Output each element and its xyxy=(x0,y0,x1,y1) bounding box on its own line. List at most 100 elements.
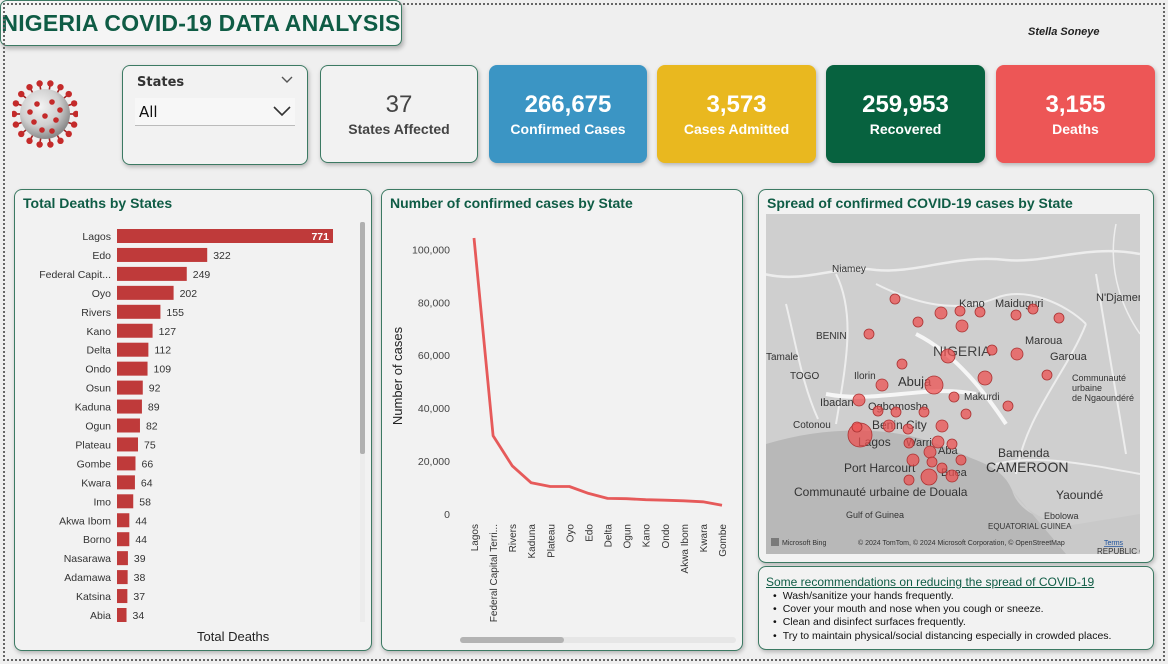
bar[interactable] xyxy=(117,608,127,622)
bar[interactable] xyxy=(117,247,208,262)
case-bubble[interactable] xyxy=(1010,347,1024,361)
case-bubble[interactable] xyxy=(936,462,948,474)
nigeria-map[interactable]: NiameyN'DjamenaKanoMaiduguriBENINNIGERIA… xyxy=(766,214,1140,554)
case-bubble[interactable] xyxy=(903,474,915,486)
case-bubble[interactable] xyxy=(896,358,908,370)
bar-category-label: Akwa Ibom xyxy=(59,515,111,527)
x-tick-label: Edo xyxy=(584,524,595,542)
scrollbar-thumb[interactable] xyxy=(460,637,564,643)
bar[interactable] xyxy=(117,380,143,395)
case-bubble[interactable] xyxy=(954,305,966,317)
bar[interactable] xyxy=(117,475,135,490)
bar-category-label: Katsina xyxy=(76,591,111,603)
bar[interactable] xyxy=(117,494,134,509)
bar-value-label: 44 xyxy=(135,534,147,546)
bar-category-label: Osun xyxy=(86,383,111,395)
map-terms-link[interactable]: Terms xyxy=(1104,540,1124,547)
case-bubble[interactable] xyxy=(872,405,884,417)
y-tick-label: 40,000 xyxy=(418,403,450,415)
recommendation-item: Clean and disinfect surfaces frequently. xyxy=(773,616,1111,629)
case-bubble[interactable] xyxy=(955,319,969,333)
map-place-label: Communauté xyxy=(1072,373,1126,383)
bar[interactable] xyxy=(117,266,187,281)
map-place-label: Ebolowa xyxy=(1044,511,1079,521)
case-bubble[interactable] xyxy=(903,437,915,449)
case-bubble[interactable] xyxy=(889,293,901,305)
case-bubble[interactable] xyxy=(974,306,986,318)
x-tick-label: Ondo xyxy=(661,524,672,549)
case-bubble[interactable] xyxy=(946,438,958,450)
case-bubble[interactable] xyxy=(923,445,937,459)
case-bubble[interactable] xyxy=(851,421,863,433)
bar[interactable] xyxy=(117,342,149,357)
confirmed-cases-line[interactable] xyxy=(472,237,723,507)
y-tick-label: 20,000 xyxy=(418,456,450,468)
deaths-by-state-panel: Total Deaths by States Lagos 771 Edo 322 Fed… xyxy=(14,189,372,651)
bar[interactable] xyxy=(117,418,140,433)
bar-value-label: 89 xyxy=(148,402,160,414)
bar[interactable] xyxy=(117,437,139,452)
case-bubble[interactable] xyxy=(1053,312,1065,324)
case-bubble[interactable] xyxy=(931,435,945,449)
states-slicer[interactable]: States All xyxy=(122,65,308,165)
bar[interactable] xyxy=(117,399,142,414)
bar-value-label: 92 xyxy=(149,383,161,395)
case-bubble[interactable] xyxy=(852,393,866,407)
case-bubble[interactable] xyxy=(1027,303,1039,315)
y-tick-label: 60,000 xyxy=(418,350,450,362)
bar[interactable] xyxy=(117,361,148,376)
bar[interactable] xyxy=(117,513,130,528)
case-bubble[interactable] xyxy=(948,391,960,403)
x-tick-label: Federal Capital Terri... xyxy=(489,524,500,622)
case-bubble[interactable] xyxy=(986,344,998,356)
case-bubble[interactable] xyxy=(920,468,938,486)
case-bubble[interactable] xyxy=(863,328,875,340)
case-bubble[interactable] xyxy=(902,423,914,435)
bing-logo-icon xyxy=(771,538,779,546)
scrollbar-thumb[interactable] xyxy=(360,222,365,454)
confirmed-cases-panel: Number of confirmed cases by State 0 20,0… xyxy=(381,189,743,651)
states-dropdown[interactable]: All xyxy=(135,98,295,126)
case-bubble[interactable] xyxy=(955,454,967,466)
bar-category-label: Abia xyxy=(90,610,111,622)
bar[interactable] xyxy=(117,532,130,547)
chevron-down-icon[interactable] xyxy=(281,76,293,84)
x-tick-label: Oyo xyxy=(565,524,576,543)
case-bubble[interactable] xyxy=(977,370,993,386)
case-bubble[interactable] xyxy=(1010,309,1022,321)
bar-category-label: Edo xyxy=(92,250,111,262)
bar[interactable] xyxy=(117,589,128,604)
case-bubble[interactable] xyxy=(945,469,959,483)
case-bubble[interactable] xyxy=(906,453,920,467)
bar[interactable] xyxy=(117,551,128,566)
case-bubble[interactable] xyxy=(890,406,902,418)
bar-value-label: 58 xyxy=(139,496,151,508)
case-bubble[interactable] xyxy=(934,306,948,320)
bar[interactable] xyxy=(117,285,174,300)
chevron-down-icon xyxy=(273,106,291,117)
bar[interactable] xyxy=(117,456,136,471)
bar-category-label: Kwara xyxy=(81,477,111,489)
bar[interactable] xyxy=(117,229,333,243)
bar[interactable] xyxy=(117,323,153,338)
bar-value-label: 109 xyxy=(154,364,172,376)
case-bubble[interactable] xyxy=(1002,400,1014,412)
case-bubble[interactable] xyxy=(960,408,972,420)
case-bubble[interactable] xyxy=(882,419,896,433)
recommendations-title[interactable]: Some recommendations on reducing the spr… xyxy=(766,575,1095,589)
bar-value-label: 39 xyxy=(134,553,146,565)
bar[interactable] xyxy=(117,304,161,319)
bar[interactable] xyxy=(117,570,128,585)
bing-logo-text: Microsoft Bing xyxy=(782,540,826,547)
case-bubble[interactable] xyxy=(924,375,944,395)
case-bubble[interactable] xyxy=(912,316,924,328)
case-bubble[interactable] xyxy=(918,406,930,418)
slicer-label: States xyxy=(137,75,185,90)
map-place-label: Maroua xyxy=(1025,335,1063,347)
case-bubble[interactable] xyxy=(1041,369,1053,381)
case-bubble[interactable] xyxy=(935,419,949,433)
case-bubble[interactable] xyxy=(875,378,889,392)
case-bubble[interactable] xyxy=(926,456,938,468)
map-place-label: N'Djamena xyxy=(1096,292,1140,304)
case-bubble[interactable] xyxy=(940,348,956,364)
